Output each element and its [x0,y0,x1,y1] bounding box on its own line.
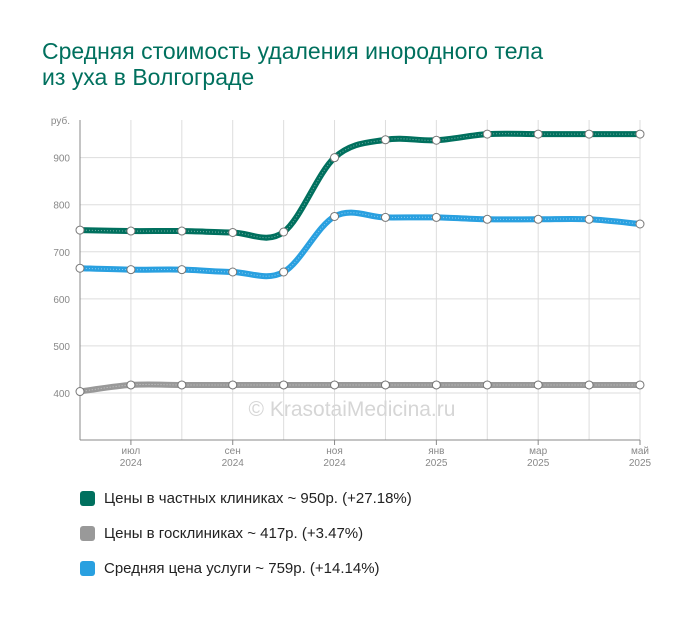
data-point [380,212,390,222]
x-tick-label-month: ноя [326,446,343,457]
line-chart: © KrasotaiMedicina.ru 400500600700800900… [51,115,652,469]
data-point [177,380,187,390]
data-point [75,263,85,273]
x-tick-label-year: 2024 [120,458,143,469]
data-point [330,211,340,221]
data-point [228,227,238,237]
chart-title-line-1: Средняя стоимость удаления инородного те… [42,38,544,64]
data-point [330,380,340,390]
data-point [126,265,136,275]
chart-title: Средняя стоимость удаления инородного те… [42,38,662,90]
y-axis-unit-label: руб. [51,115,70,127]
data-point [482,380,492,390]
y-tick-label: 500 [53,342,70,353]
x-tick-label-month: мар [529,446,547,457]
chart-title-line-2: из уха в Волгограде [42,64,255,90]
y-tick-label: 400 [53,389,70,400]
legend-item: Цены в госклиниках ~ 417р. (+3.47%) [80,523,412,543]
legend-label: Средняя цена услуги ~ 759р. (+14.14%) [104,559,380,577]
legend-swatch [80,560,95,576]
data-point [533,129,543,139]
y-tick-label: 600 [53,295,70,306]
x-tick-label-year: 2024 [222,458,245,469]
legend-swatch [80,490,95,506]
data-point [126,226,136,236]
data-point [75,387,85,397]
legend-item: Цены в частных клиниках ~ 950р. (+27.18%… [80,488,412,508]
series-line-3 [77,209,643,280]
data-point [584,214,594,224]
chart-legend: Цены в частных клиниках ~ 950р. (+27.18%… [80,488,412,593]
data-point [75,225,85,235]
chart-grid [79,120,641,440]
data-point [533,214,543,224]
chart-axes: 400500600700800900руб.июл2024сен2024ноя2… [51,115,652,469]
y-tick-label: 800 [53,201,70,212]
data-point [635,219,645,229]
series-line-texture-3 [79,212,641,277]
x-tick-label-month: янв [428,446,444,457]
x-tick-label-month: сен [225,446,241,457]
data-point [533,380,543,390]
y-tick-label: 700 [53,248,70,259]
data-point [635,129,645,139]
x-tick-label-month: июл [122,446,141,457]
series-line-2 [77,381,643,395]
legend-label: Цены в госклиниках ~ 417р. (+3.47%) [104,524,364,542]
data-point [279,380,289,390]
chart-series [77,130,643,395]
data-point [431,135,441,145]
x-tick-label-year: 2025 [527,458,550,469]
x-tick-label-year: 2025 [425,458,448,469]
legend-swatch [80,525,95,541]
chart-points [75,129,645,397]
data-point [482,129,492,139]
data-point [228,267,238,277]
legend-item: Средняя цена услуги ~ 759р. (+14.14%) [80,558,412,578]
data-point [431,212,441,222]
data-point [126,380,136,390]
data-point [279,267,289,277]
data-point [380,135,390,145]
data-point [482,214,492,224]
data-point [228,380,238,390]
data-point [279,227,289,237]
data-point [177,265,187,275]
x-tick-label-year: 2025 [629,458,652,469]
data-point [584,129,594,139]
data-point [635,380,645,390]
data-point [380,380,390,390]
y-tick-label: 900 [53,154,70,165]
x-tick-label-month: май [631,446,649,457]
watermark: © KrasotaiMedicina.ru [249,398,456,421]
data-point [177,226,187,236]
x-tick-label-year: 2024 [323,458,346,469]
data-point [584,380,594,390]
legend-label: Цены в частных клиниках ~ 950р. (+27.18%… [104,489,412,507]
data-point [330,153,340,163]
data-point [431,380,441,390]
